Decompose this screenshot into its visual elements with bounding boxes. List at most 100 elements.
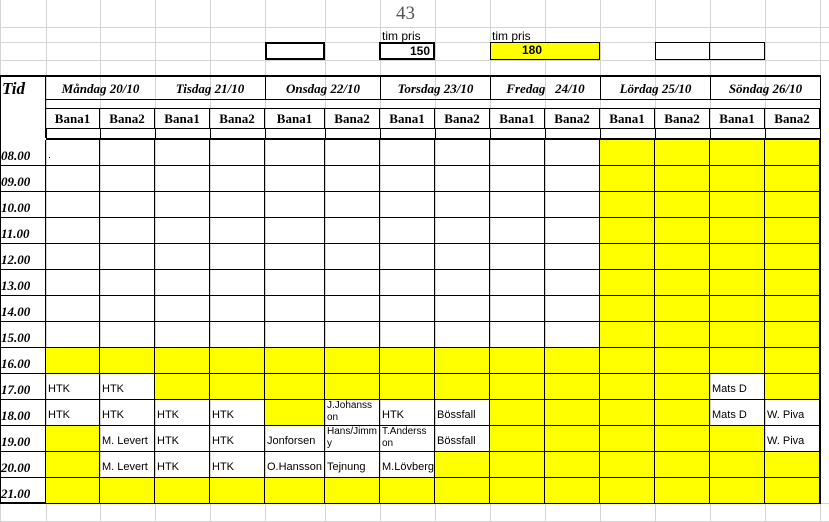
free-slot[interactable] bbox=[435, 322, 490, 348]
booked-slot[interactable]: HTK bbox=[155, 452, 210, 478]
unavailable-slot[interactable] bbox=[380, 374, 435, 400]
free-slot[interactable] bbox=[435, 270, 490, 296]
unavailable-slot[interactable] bbox=[545, 452, 600, 478]
unavailable-slot[interactable] bbox=[655, 426, 710, 452]
free-slot[interactable] bbox=[435, 244, 490, 270]
unavailable-slot[interactable] bbox=[600, 296, 655, 322]
free-slot[interactable] bbox=[265, 192, 325, 218]
price-box-180-extra[interactable] bbox=[545, 42, 600, 60]
unavailable-slot[interactable] bbox=[655, 452, 710, 478]
free-slot[interactable] bbox=[325, 244, 380, 270]
free-slot[interactable] bbox=[155, 296, 210, 322]
unavailable-slot[interactable] bbox=[765, 140, 820, 166]
unavailable-slot[interactable] bbox=[490, 452, 545, 478]
free-slot[interactable] bbox=[210, 166, 265, 192]
free-slot[interactable] bbox=[210, 140, 265, 166]
free-slot[interactable] bbox=[265, 322, 325, 348]
unavailable-slot[interactable] bbox=[380, 478, 435, 504]
free-slot[interactable] bbox=[210, 192, 265, 218]
free-slot[interactable] bbox=[490, 140, 545, 166]
booked-slot[interactable]: HTK bbox=[155, 426, 210, 452]
price-box-180[interactable]: 180 bbox=[490, 42, 546, 60]
unavailable-slot[interactable] bbox=[765, 296, 820, 322]
unavailable-slot[interactable] bbox=[655, 348, 710, 374]
unavailable-slot[interactable] bbox=[710, 452, 765, 478]
unavailable-slot[interactable] bbox=[325, 374, 380, 400]
unavailable-slot[interactable] bbox=[265, 348, 325, 374]
unavailable-slot[interactable] bbox=[600, 348, 655, 374]
free-slot[interactable] bbox=[435, 192, 490, 218]
unavailable-slot[interactable] bbox=[545, 400, 600, 426]
unavailable-slot[interactable] bbox=[765, 192, 820, 218]
unavailable-slot[interactable] bbox=[265, 400, 325, 426]
unavailable-slot[interactable] bbox=[710, 322, 765, 348]
empty-box-2[interactable] bbox=[655, 42, 765, 60]
unavailable-slot[interactable] bbox=[435, 452, 490, 478]
booked-slot[interactable]: T.Andersson bbox=[380, 426, 435, 452]
price-box-150[interactable]: 150 bbox=[379, 42, 435, 60]
free-slot[interactable] bbox=[265, 140, 325, 166]
unavailable-slot[interactable] bbox=[435, 348, 490, 374]
free-slot[interactable] bbox=[155, 166, 210, 192]
free-slot[interactable] bbox=[380, 140, 435, 166]
booked-slot[interactable]: Mats D bbox=[710, 400, 765, 426]
unavailable-slot[interactable] bbox=[265, 374, 325, 400]
unavailable-slot[interactable] bbox=[600, 192, 655, 218]
free-slot[interactable] bbox=[545, 270, 600, 296]
free-slot[interactable] bbox=[46, 296, 100, 322]
booked-slot[interactable]: HTK bbox=[155, 400, 210, 426]
unavailable-slot[interactable] bbox=[710, 244, 765, 270]
unavailable-slot[interactable] bbox=[710, 270, 765, 296]
free-slot[interactable] bbox=[100, 296, 155, 322]
unavailable-slot[interactable] bbox=[545, 348, 600, 374]
unavailable-slot[interactable] bbox=[655, 296, 710, 322]
unavailable-slot[interactable] bbox=[155, 374, 210, 400]
free-slot[interactable] bbox=[155, 322, 210, 348]
unavailable-slot[interactable] bbox=[655, 322, 710, 348]
unavailable-slot[interactable] bbox=[765, 166, 820, 192]
free-slot[interactable] bbox=[155, 244, 210, 270]
booked-slot[interactable]: HTK bbox=[210, 452, 265, 478]
unavailable-slot[interactable] bbox=[600, 426, 655, 452]
booked-slot[interactable]: . bbox=[46, 140, 100, 166]
booked-slot[interactable]: Jonforsen bbox=[265, 426, 325, 452]
free-slot[interactable] bbox=[210, 218, 265, 244]
booked-slot[interactable]: M. Levert bbox=[100, 426, 155, 452]
unavailable-slot[interactable] bbox=[655, 478, 710, 504]
unavailable-slot[interactable] bbox=[155, 348, 210, 374]
unavailable-slot[interactable] bbox=[46, 426, 100, 452]
unavailable-slot[interactable] bbox=[655, 374, 710, 400]
unavailable-slot[interactable] bbox=[710, 478, 765, 504]
unavailable-slot[interactable] bbox=[210, 374, 265, 400]
free-slot[interactable] bbox=[380, 218, 435, 244]
free-slot[interactable] bbox=[100, 244, 155, 270]
booked-slot[interactable]: W. Piva bbox=[765, 426, 820, 452]
unavailable-slot[interactable] bbox=[710, 140, 765, 166]
free-slot[interactable] bbox=[325, 192, 380, 218]
unavailable-slot[interactable] bbox=[600, 244, 655, 270]
free-slot[interactable] bbox=[545, 244, 600, 270]
free-slot[interactable] bbox=[155, 192, 210, 218]
free-slot[interactable] bbox=[265, 166, 325, 192]
free-slot[interactable] bbox=[210, 270, 265, 296]
free-slot[interactable] bbox=[380, 166, 435, 192]
unavailable-slot[interactable] bbox=[710, 192, 765, 218]
free-slot[interactable] bbox=[490, 192, 545, 218]
unavailable-slot[interactable] bbox=[435, 478, 490, 504]
free-slot[interactable] bbox=[435, 166, 490, 192]
unavailable-slot[interactable] bbox=[490, 348, 545, 374]
unavailable-slot[interactable] bbox=[765, 478, 820, 504]
unavailable-slot[interactable] bbox=[765, 348, 820, 374]
free-slot[interactable] bbox=[490, 296, 545, 322]
unavailable-slot[interactable] bbox=[100, 478, 155, 504]
unavailable-slot[interactable] bbox=[490, 426, 545, 452]
free-slot[interactable] bbox=[265, 296, 325, 322]
free-slot[interactable] bbox=[435, 296, 490, 322]
booked-slot[interactable]: O.Hansson bbox=[265, 452, 325, 478]
unavailable-slot[interactable] bbox=[435, 374, 490, 400]
unavailable-slot[interactable] bbox=[325, 348, 380, 374]
booked-slot[interactable]: HTK bbox=[46, 374, 100, 400]
free-slot[interactable] bbox=[100, 140, 155, 166]
booked-slot[interactable]: Tejnung bbox=[325, 452, 380, 478]
unavailable-slot[interactable] bbox=[46, 478, 100, 504]
